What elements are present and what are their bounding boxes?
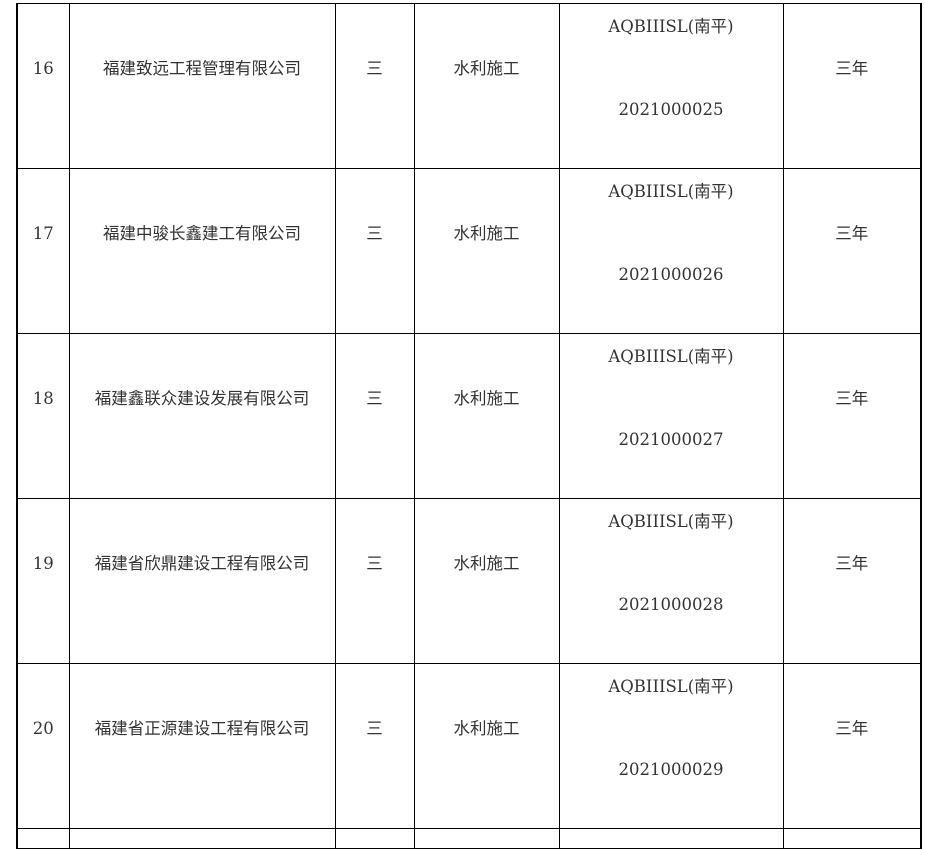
- table-row: 19 福建省欣鼎建设工程有限公司 三 水利施工 AQBIIISL(南平) 2021…: [16, 498, 922, 664]
- cell-level: 三: [334, 333, 415, 499]
- cell-certificate-code: AQBIIISL(南平) 2021000028: [558, 498, 784, 664]
- qualification-type: 水利施工: [453, 224, 520, 243]
- cell-level: 三: [334, 498, 415, 664]
- validity: 三年: [835, 59, 869, 78]
- cell-level: 三: [334, 3, 415, 169]
- company-name: 福建致远工程管理有限公司: [103, 59, 301, 78]
- certificate-code-number: 2021000025: [618, 100, 724, 119]
- level: 三: [366, 224, 383, 243]
- level: 三: [366, 59, 383, 78]
- table-row: 20 福建省正源建设工程有限公司 三 水利施工 AQBIIISL(南平) 2021…: [16, 663, 922, 829]
- certificate-code-number: 2021000027: [618, 430, 724, 449]
- validity: 三年: [835, 554, 869, 573]
- cell-company: 福建鑫联众建设发展有限公司: [68, 333, 336, 499]
- table-row-partial: [16, 828, 922, 849]
- cell-type: 水利施工: [413, 3, 560, 169]
- certificate-code-number: 2021000028: [618, 595, 724, 614]
- cell-level: 三: [334, 663, 415, 829]
- row-number: 20: [32, 719, 54, 738]
- table-body: 16 福建致远工程管理有限公司 三 水利施工 AQBIIISL(南平) 20210…: [16, 3, 922, 849]
- row-number: 16: [32, 59, 54, 78]
- validity: 三年: [835, 719, 869, 738]
- cell-certificate-code: AQBIIISL(南平) 2021000026: [558, 168, 784, 334]
- certificate-code-prefix: AQBIIISL(南平): [608, 512, 734, 531]
- cell-number: 18: [16, 333, 70, 499]
- cell-validity: 三年: [782, 333, 922, 499]
- cell-validity: 三年: [782, 3, 922, 169]
- certificate-code-number: 2021000029: [618, 760, 724, 779]
- level: 三: [366, 719, 383, 738]
- cell-type: 水利施工: [413, 498, 560, 664]
- certificate-code-prefix: AQBIIISL(南平): [608, 182, 734, 201]
- company-name: 福建省欣鼎建设工程有限公司: [94, 554, 310, 573]
- company-name: 福建中骏长鑫建工有限公司: [103, 224, 301, 243]
- cell-type: 水利施工: [413, 168, 560, 334]
- cell-validity: 三年: [782, 663, 922, 829]
- certificate-table: 16 福建致远工程管理有限公司 三 水利施工 AQBIIISL(南平) 20210…: [16, 3, 922, 849]
- certificate-code-prefix: AQBIIISL(南平): [608, 677, 734, 696]
- cell-type: 水利施工: [413, 663, 560, 829]
- cell-number: 17: [16, 168, 70, 334]
- cell-company: 福建省正源建设工程有限公司: [68, 663, 336, 829]
- certificate-code-prefix: AQBIIISL(南平): [608, 17, 734, 36]
- row-number: 17: [32, 224, 54, 243]
- cell-level: 三: [334, 168, 415, 334]
- row-number: 19: [32, 554, 54, 573]
- cell-company: 福建省欣鼎建设工程有限公司: [68, 498, 336, 664]
- company-name: 福建省正源建设工程有限公司: [94, 719, 310, 738]
- cell-number: 19: [16, 498, 70, 664]
- cell-company: 福建致远工程管理有限公司: [68, 3, 336, 169]
- table-row: 17 福建中骏长鑫建工有限公司 三 水利施工 AQBIIISL(南平) 20210…: [16, 168, 922, 334]
- level: 三: [366, 554, 383, 573]
- cell-type: 水利施工: [413, 333, 560, 499]
- company-name: 福建鑫联众建设发展有限公司: [94, 389, 310, 408]
- validity: 三年: [835, 224, 869, 243]
- cell-number: 16: [16, 3, 70, 169]
- qualification-type: 水利施工: [453, 554, 520, 573]
- qualification-type: 水利施工: [453, 719, 520, 738]
- cell-certificate-code: AQBIIISL(南平) 2021000027: [558, 333, 784, 499]
- cell-certificate-code: AQBIIISL(南平) 2021000025: [558, 3, 784, 169]
- cell-company: 福建中骏长鑫建工有限公司: [68, 168, 336, 334]
- cell-certificate-code: AQBIIISL(南平) 2021000029: [558, 663, 784, 829]
- cell-validity: 三年: [782, 168, 922, 334]
- qualification-type: 水利施工: [453, 59, 520, 78]
- row-number: 18: [32, 389, 54, 408]
- qualification-type: 水利施工: [453, 389, 520, 408]
- level: 三: [366, 389, 383, 408]
- cell-validity: 三年: [782, 498, 922, 664]
- certificate-code-number: 2021000026: [618, 265, 724, 284]
- certificate-code-prefix: AQBIIISL(南平): [608, 347, 734, 366]
- cell-number: 20: [16, 663, 70, 829]
- validity: 三年: [835, 389, 869, 408]
- table-row: 16 福建致远工程管理有限公司 三 水利施工 AQBIIISL(南平) 20210…: [16, 3, 922, 169]
- table-row: 18 福建鑫联众建设发展有限公司 三 水利施工 AQBIIISL(南平) 2021…: [16, 333, 922, 499]
